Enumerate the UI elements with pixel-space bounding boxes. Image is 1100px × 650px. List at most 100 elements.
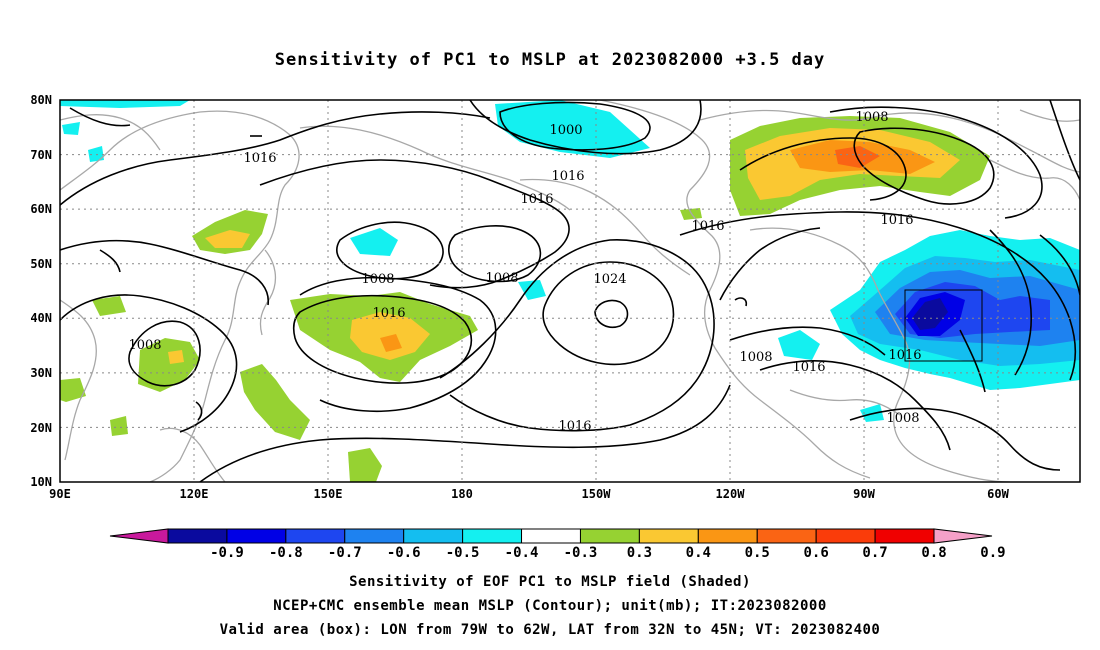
longitude-axis: 90E 120E 150E 180 150W 120W 90W 60W [49,487,1009,501]
coastline-seasia [159,427,226,482]
colorbar-tick-label: 0.4 [686,545,711,561]
caption-line-2: NCEP+CMC ensemble mean MSLP (Contour); u… [273,598,827,614]
contour-line [499,101,651,151]
colorbar-tick-label: -0.3 [564,545,598,561]
lon-label: 150W [582,487,612,501]
shade-green-patch [92,296,126,316]
colorbar-tick-label: -0.7 [328,545,362,561]
contour-line [469,100,702,155]
contour-label: 1008 [855,110,888,125]
shade-orange-core [380,334,402,352]
contour-label: 1016 [888,348,921,363]
shaded-sensitivity [60,100,1080,482]
lat-label: 20N [30,421,52,435]
caption-line-3: Valid area (box): LON from 79W to 62W, L… [219,622,881,638]
colorbar-tick-label: -0.9 [210,545,244,561]
contour-line [60,111,491,206]
shade-cyan-low [495,100,650,158]
lon-label: 120E [180,487,209,501]
colorbar-segment [579,528,640,544]
contour-labels: 1000 1008 1016 1016 1016 1016 1016 1008 … [128,110,921,434]
shade-yellow-patch [168,350,184,364]
shade-green-patch [138,338,200,392]
lat-label: 40N [30,311,52,325]
colorbar-tick-label: -0.8 [269,545,303,561]
contour-label: 1016 [243,151,276,166]
coastline-arctic [1019,109,1080,122]
colorbar-arrow-low [109,528,169,544]
colorbar-tick-label: 0.5 [745,545,770,561]
contour-line [299,276,497,413]
contour-line [1049,100,1080,181]
lat-label: 50N [30,257,52,271]
shade-green-patch [60,378,86,402]
contour-line [734,297,748,307]
lon-label: 150E [314,487,343,501]
lon-label: 60W [987,487,1009,501]
contour-label: 1000 [549,123,582,138]
colorbar-segment [462,528,523,544]
coastline-alaska [519,178,691,276]
contour-line [448,225,542,283]
lon-label: 90E [49,487,71,501]
contour-label: 1008 [128,338,161,353]
lat-label: 60N [30,202,52,216]
contour-line [853,127,995,205]
contour-label: 1016 [520,192,553,207]
colorbar-tick-label: 0.7 [862,545,887,561]
contour-line [679,211,1077,381]
coastline-china [60,299,97,461]
shade-green-patch [110,416,128,436]
colorbar-segment [874,528,935,544]
lat-label: 70N [30,148,52,162]
contour-line [959,329,986,393]
valid-area-box [904,289,983,362]
colorbar-segment [167,528,228,544]
contour-line [195,401,203,421]
contour-line [259,159,570,289]
shade-yellow-patch [205,230,250,248]
coastline-arctic-asia [60,114,161,151]
contour-label: 1008 [886,411,919,426]
coastline-north-america-west [599,100,871,479]
colorbar-segment [521,528,581,544]
coastline-siberia [299,125,571,211]
contour-line [439,239,715,432]
shade-cyan-patch [518,280,546,300]
contour-line [759,360,951,451]
colorbar-tick-label: 0.8 [921,545,946,561]
colorbar-segment [756,528,817,544]
contour-line [199,384,731,482]
lat-label: 80N [30,93,52,107]
contour-line [542,261,675,366]
lat-label: 30N [30,366,52,380]
contour-label: 1008 [485,271,518,286]
contour-line [1039,234,1080,296]
coastline-greenland [699,109,1080,173]
shade-green-patch [348,448,382,482]
contour-label: 1016 [792,360,825,375]
colorbar-segment [285,528,346,544]
contour-label: 1008 [739,350,772,365]
colorbar-arrow-high [933,528,993,544]
gridlines [60,100,1080,482]
colorbar: -0.9 -0.8 -0.7 -0.6 -0.5 -0.4 -0.3 0.3 0.4 0.5 0.6… [109,528,1006,561]
contour-line [336,221,444,280]
coastlines [60,100,1080,482]
lon-label: 120W [716,487,746,501]
page-title: Sensitivity of PC1 to MSLP at 2023082000… [274,50,826,70]
contour-label: 1016 [372,306,405,321]
contour-label: 1024 [593,272,626,287]
shade-cyan-patch [778,330,820,360]
contour-line [60,239,269,306]
lon-label: 90W [853,487,875,501]
contour-line [829,106,1043,219]
contour-line [128,320,201,387]
contour-line [99,249,121,273]
contour-label: 1016 [880,213,913,228]
caption-line-1: Sensitivity of EOF PC1 to MSLP field (Sh… [349,574,751,590]
shade-cyan-arctic [60,100,190,108]
coastline-greenland-south [989,159,1080,201]
colorbar-tick-label: -0.6 [387,545,421,561]
